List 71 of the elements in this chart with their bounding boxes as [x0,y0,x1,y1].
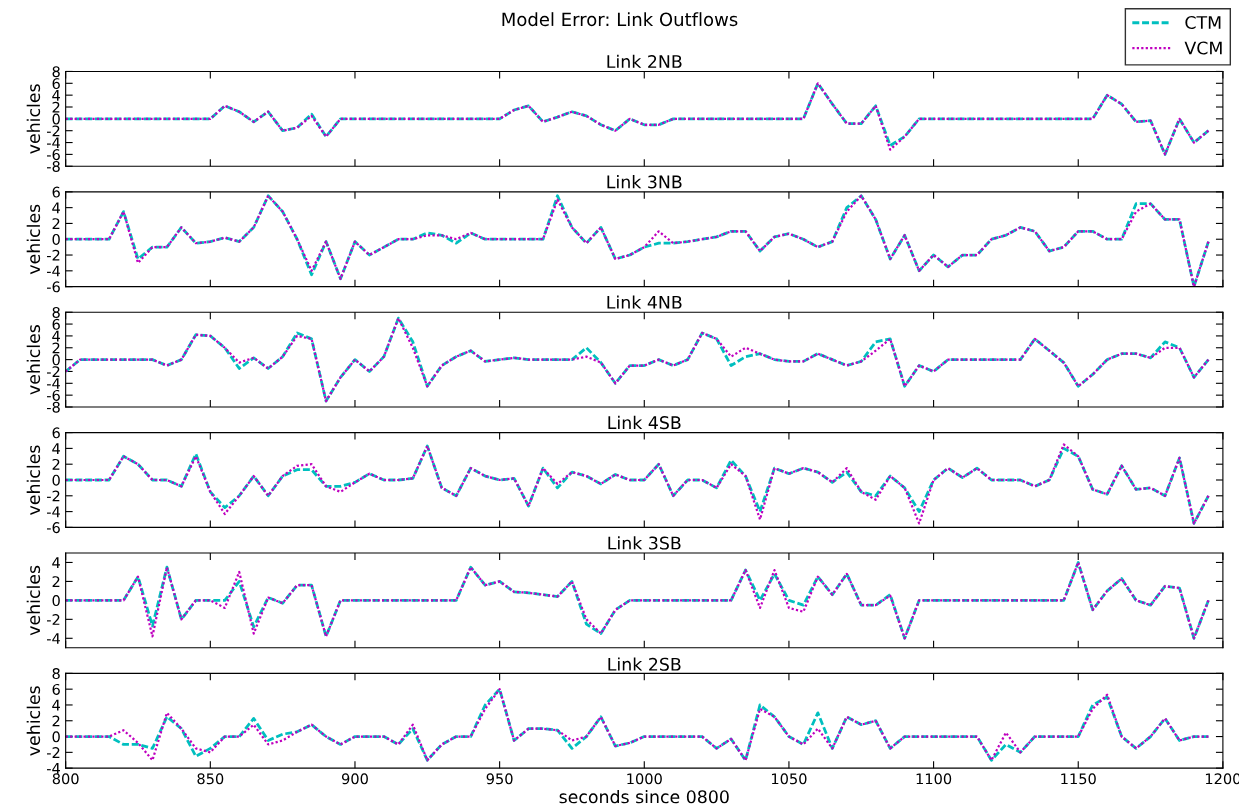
y-tick-label: 0 [52,595,60,607]
y-tick-label: -6 [46,522,60,534]
y-tick-label: -4 [46,633,60,644]
text: Model Error: Link Outflows [502,12,738,27]
x-tick-label: 1000 [627,773,662,785]
y-tick-label: 6 [52,683,60,695]
chart-title: Link 4SB [608,415,681,430]
x-tick-label: 1150 [1061,773,1096,785]
y-axis-title: vehicles [26,445,41,515]
y-tick-label: -4 [46,378,60,389]
chart-title: Link 4NB [607,295,682,309]
x-tick-label: 800 [52,773,79,785]
y-tick-label: 0 [52,354,60,366]
y-axis-title: vehicles [26,204,41,275]
y-tick-label: -4 [46,763,60,774]
y-tick-label: -8 [46,160,60,172]
y-axis-title: vehicles [26,686,41,756]
y-tick-label: 8 [52,306,60,318]
y-tick-label: 6 [52,78,60,90]
y-tick-label: -4 [46,506,60,518]
y-tick-label: -4 [46,265,60,277]
x-tick-label: 1100 [916,773,952,785]
y-tick-label: 2 [52,218,60,229]
line-series [65,194,1210,287]
y-tick-label: 6 [52,427,60,439]
chart-title: Link 3NB [607,175,682,189]
y-tick-label: -2 [46,614,60,625]
y-axis-title: vehicles [26,565,41,636]
y-tick-label: -2 [46,747,60,758]
line-series [65,561,1210,640]
y-tick-label: 6 [52,186,60,198]
x-tick-label: 900 [341,773,368,785]
y-tick-label: 2 [52,458,60,470]
y-tick-label: 6 [52,318,60,330]
legend-label: VCM [1184,41,1222,55]
y-tick-label: 4 [52,330,60,342]
y-tick-label: 2 [52,101,60,113]
x-axis-title: seconds since 0800 [559,789,729,804]
y-tick-label: 0 [52,113,60,125]
y-tick-label: 4 [52,557,60,568]
y-tick-label: 8 [52,66,60,78]
y-tick-label: 4 [52,443,60,454]
y-tick-label: -6 [46,149,60,161]
y-tick-label: 4 [52,699,60,711]
line-series [65,687,1210,762]
y-tick-label: -2 [46,366,60,377]
y-tick-label: -4 [46,137,60,149]
y-tick-label: -6 [46,281,60,293]
y-tick-label: -2 [46,249,60,261]
y-tick-label: -8 [46,401,60,413]
y-axis-title: vehicles [26,325,41,395]
chart-title: Link 2NB [607,54,682,68]
y-axis-title: vehicles [26,84,41,154]
y-tick-label: 2 [52,576,60,587]
y-tick-label: -6 [46,389,60,401]
y-tick-label: 0 [52,233,60,245]
legend-label: CTM [1185,15,1221,30]
y-tick-label: 4 [52,90,60,101]
y-tick-label: -2 [46,125,60,137]
x-tick-label: 1050 [771,773,807,785]
y-tick-label: 0 [52,474,60,486]
y-tick-label: 8 [52,668,60,680]
x-tick-label: 850 [197,773,224,785]
x-tick-label: 950 [486,773,513,785]
y-tick-label: -2 [46,490,60,502]
y-tick-label: 2 [52,715,60,727]
y-tick-label: 0 [52,731,60,743]
chart-title: Link 2SB [608,657,681,671]
chart-title: Link 3SB [608,536,681,550]
y-tick-label: 4 [52,202,60,214]
y-tick-label: 2 [52,342,60,354]
